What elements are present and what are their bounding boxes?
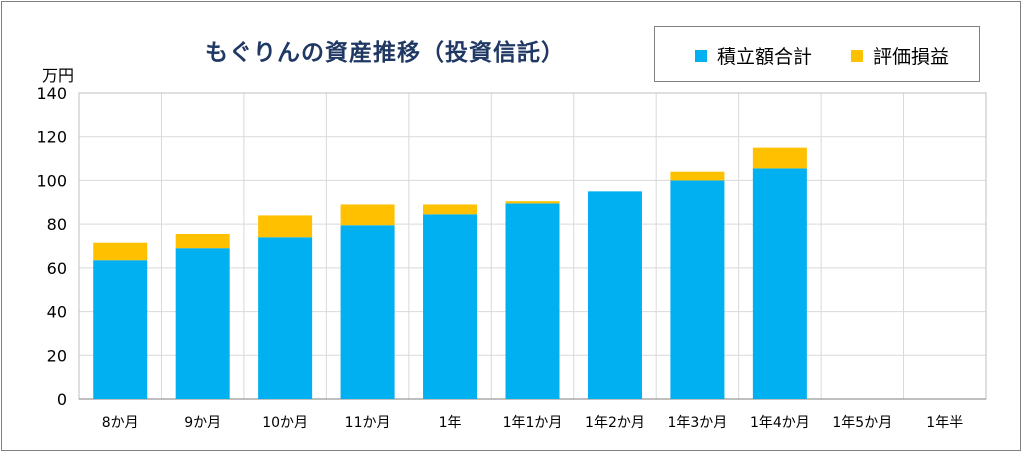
y-tick-label: 100: [36, 171, 67, 190]
bar-gain: [175, 233, 230, 249]
x-tick-label: 9か月: [184, 415, 221, 431]
bar-gain: [258, 215, 313, 238]
chart-title: もぐりんの資産推移（投資信託）: [205, 40, 565, 66]
x-tick-label: 1年: [439, 415, 462, 431]
bar-gain: [340, 204, 395, 226]
x-tick-label: 1年4か月: [750, 415, 810, 431]
y-tick-label: 80: [47, 215, 67, 234]
bar-contribution: [340, 225, 395, 399]
x-tick-label: 1年2か月: [585, 415, 645, 431]
x-tick-label: 1年半: [926, 415, 963, 431]
bar-contribution: [423, 214, 478, 399]
bar-contribution: [505, 203, 560, 399]
bar-contribution: [175, 248, 230, 399]
y-tick-label: 120: [36, 128, 67, 147]
legend-swatch-gain: [851, 49, 863, 62]
legend-item-gain: 評価損益: [851, 42, 949, 69]
legend: 積立額合計 評価損益: [654, 26, 980, 82]
y-tick-label: 0: [57, 390, 67, 409]
x-tick-label: 10か月: [262, 415, 308, 431]
x-tick-label: 1年5か月: [832, 415, 892, 431]
legend-swatch-contribution: [695, 49, 707, 62]
bar-contribution: [752, 168, 807, 399]
bar-contribution: [670, 180, 725, 399]
bar-contribution: [587, 191, 642, 399]
bar-gain: [670, 171, 725, 181]
bar-gain: [505, 201, 560, 204]
y-tick-label: 60: [47, 259, 67, 278]
x-tick-label: 1年3か月: [667, 415, 727, 431]
bar-gain: [752, 147, 807, 169]
legend-item-contribution: 積立額合計: [695, 42, 812, 69]
x-tick-label: 1年1か月: [503, 415, 563, 431]
bar-gain: [93, 242, 148, 261]
bar-contribution: [93, 260, 148, 399]
y-tick-label: 40: [47, 303, 67, 322]
legend-label-contribution: 積立額合計: [717, 46, 813, 68]
y-tick-label: 20: [47, 346, 67, 365]
bar-contribution: [258, 237, 313, 399]
y-tick-label: 140: [36, 84, 67, 103]
y-axis-unit: 万円: [42, 66, 75, 85]
bar-gain: [423, 204, 478, 215]
x-tick-label: 8か月: [102, 415, 139, 431]
x-tick-label: 11か月: [345, 415, 391, 431]
legend-label-gain: 評価損益: [873, 46, 950, 68]
